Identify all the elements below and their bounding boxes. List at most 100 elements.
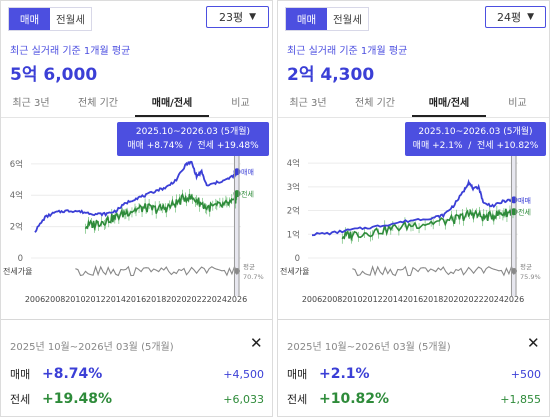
summary-sale-percent: +2.1% — [319, 366, 370, 382]
y-tick-label: 6억 — [10, 159, 23, 170]
close-icon[interactable]: ✕ — [527, 334, 540, 352]
tab-recent-3y[interactable]: 최근 3년 — [12, 98, 50, 109]
summary-sale-row: 매매 +2.1% +500 — [287, 364, 541, 384]
summary-jeonse-percent: +19.48% — [42, 391, 113, 407]
close-icon[interactable]: ✕ — [250, 334, 263, 352]
summary-sale-percent: +8.74% — [42, 366, 103, 382]
y-tick-label: 2억 — [287, 206, 300, 217]
x-tick-label: 2026 — [227, 295, 247, 304]
tooltip-jeonse-label: 전세 — [197, 141, 214, 151]
price-basis-label: 최근 실거래 기준 1개월 평균 — [287, 46, 408, 57]
x-tick-label: 2010 — [342, 295, 362, 304]
divider — [1, 319, 272, 320]
summary-sale-label: 매매 — [287, 368, 308, 381]
tooltip-range: 2025.10~2026.03 (5개월) — [418, 127, 533, 137]
tab-sale[interactable]: 매매 — [9, 8, 50, 30]
jeonse-series-label: 전세 — [518, 208, 531, 217]
caret-down-icon: ▼ — [249, 12, 257, 22]
x-tick-label: 2012 — [85, 295, 105, 304]
summary-jeonse-amount: +6,033 — [223, 392, 264, 406]
tab-sale[interactable]: 매매 — [286, 8, 327, 30]
summary-jeonse-row: 전세 +10.82% +1,855 — [287, 389, 541, 409]
summary-range: 2025년 10월~2026년 03월 (5개월) — [10, 342, 174, 353]
x-tick-label: 2018 — [423, 295, 443, 304]
sale-line — [34, 160, 238, 233]
x-tick-label: 2008 — [45, 295, 65, 304]
x-tick-label: 2010 — [65, 295, 85, 304]
current-price: 5억 6,000 — [10, 65, 98, 85]
tab-all-period[interactable]: 전체 기간 — [78, 98, 118, 109]
size-select[interactable]: 24평 ▼ — [485, 6, 546, 28]
y-tick-label: 4억 — [10, 190, 23, 201]
summary-jeonse-row: 전세 +19.48% +6,033 — [10, 389, 264, 409]
trade-type-tabs: 매매 전월세 — [285, 7, 369, 31]
divider — [278, 319, 549, 320]
sale-series-label: 매매 — [518, 197, 531, 205]
size-select[interactable]: 23평 ▼ — [206, 6, 269, 28]
average-label: 평균 — [520, 262, 532, 271]
tooltip-jeonse-change: +19.48% — [216, 141, 259, 151]
summary-sale-amount: +4,500 — [223, 367, 264, 381]
trade-type-tabs: 매매 전월세 — [8, 7, 92, 31]
x-tick-label: 2006 — [302, 295, 322, 304]
tooltip-range: 2025.10~2026.03 (5개월) — [135, 127, 251, 137]
x-tick-label: 2016 — [126, 295, 146, 304]
tab-all-period[interactable]: 전체 기간 — [355, 98, 395, 109]
y-tick-label: 1억 — [287, 229, 300, 240]
x-tick-label: 2012 — [362, 295, 382, 304]
apartment-panel-left: 매매 전월세 23평 ▼ 최근 실거래 기준 1개월 평균 5억 6,000 최… — [0, 0, 273, 417]
jeonse-line — [341, 208, 514, 242]
tooltip-sale-change: +2.1% — [432, 141, 463, 151]
summary-jeonse-label: 전세 — [287, 393, 308, 406]
size-select-value: 23평 — [218, 11, 244, 24]
summary-jeonse-label: 전세 — [10, 393, 31, 406]
x-tick-label: 2026 — [504, 295, 524, 304]
y-tick-label: 2억 — [10, 222, 23, 233]
tooltip-jeonse-change: +10.82% — [496, 141, 539, 151]
summary-sale-label: 매매 — [10, 368, 31, 381]
ratio-line — [75, 264, 238, 277]
tab-compare[interactable]: 비교 — [508, 98, 527, 109]
average-value: 70.7% — [243, 273, 264, 281]
selection-band — [511, 154, 517, 296]
current-price: 2억 4,300 — [287, 65, 375, 85]
ratio-end-marker — [234, 268, 240, 274]
tab-sale-jeonse[interactable]: 매매/전세 — [412, 94, 486, 117]
x-tick-label: 2014 — [383, 295, 403, 304]
x-tick-label: 2020 — [166, 295, 186, 304]
x-tick-label: 2024 — [207, 295, 227, 304]
average-label: 평균 — [243, 262, 255, 271]
x-tick-label: 2022 — [186, 295, 206, 304]
tooltip-sale-label: 매매 — [412, 141, 430, 151]
tab-recent-3y[interactable]: 최근 3년 — [289, 98, 327, 109]
tooltip-sale-change: +8.74% — [146, 141, 183, 151]
x-tick-label: 2014 — [106, 295, 126, 304]
caret-down-icon: ▼ — [527, 12, 535, 22]
x-tick-label: 2006 — [25, 295, 45, 304]
apartment-panel-right: 매매 전월세 24평 ▼ 최근 실거래 기준 1개월 평균 2억 4,300 최… — [277, 0, 550, 417]
ratio-axis-label: 전세가율 — [280, 266, 309, 276]
tooltip-jeonse-label: 전세 — [477, 141, 494, 151]
sale-line — [311, 178, 513, 237]
y-tick-label: 0 — [295, 254, 300, 264]
x-tick-label: 2022 — [463, 295, 483, 304]
summary-range: 2025년 10월~2026년 03월 (5개월) — [287, 342, 451, 353]
x-tick-label: 2016 — [403, 295, 423, 304]
tab-rent[interactable]: 전월세 — [327, 8, 368, 30]
tooltip-divider: / — [465, 141, 475, 151]
sale-series-label: 매매 — [241, 169, 254, 177]
tab-compare[interactable]: 비교 — [231, 98, 250, 109]
tooltip-changes: 매매 +8.74% / 전세 +19.48% — [123, 139, 263, 153]
ratio-line — [352, 264, 515, 277]
x-tick-label: 2008 — [322, 295, 342, 304]
change-tooltip: 2025.10~2026.03 (5개월) 매매 +8.74% / 전세 +19… — [117, 122, 269, 156]
ratio-end-marker — [511, 268, 517, 274]
selection-band — [234, 154, 240, 296]
average-value: 75.9% — [520, 273, 541, 281]
tooltip-changes: 매매 +2.1% / 전세 +10.82% — [411, 139, 540, 153]
tab-sale-jeonse[interactable]: 매매/전세 — [135, 94, 209, 117]
jeonse-line — [84, 192, 238, 231]
tab-rent[interactable]: 전월세 — [50, 8, 91, 30]
